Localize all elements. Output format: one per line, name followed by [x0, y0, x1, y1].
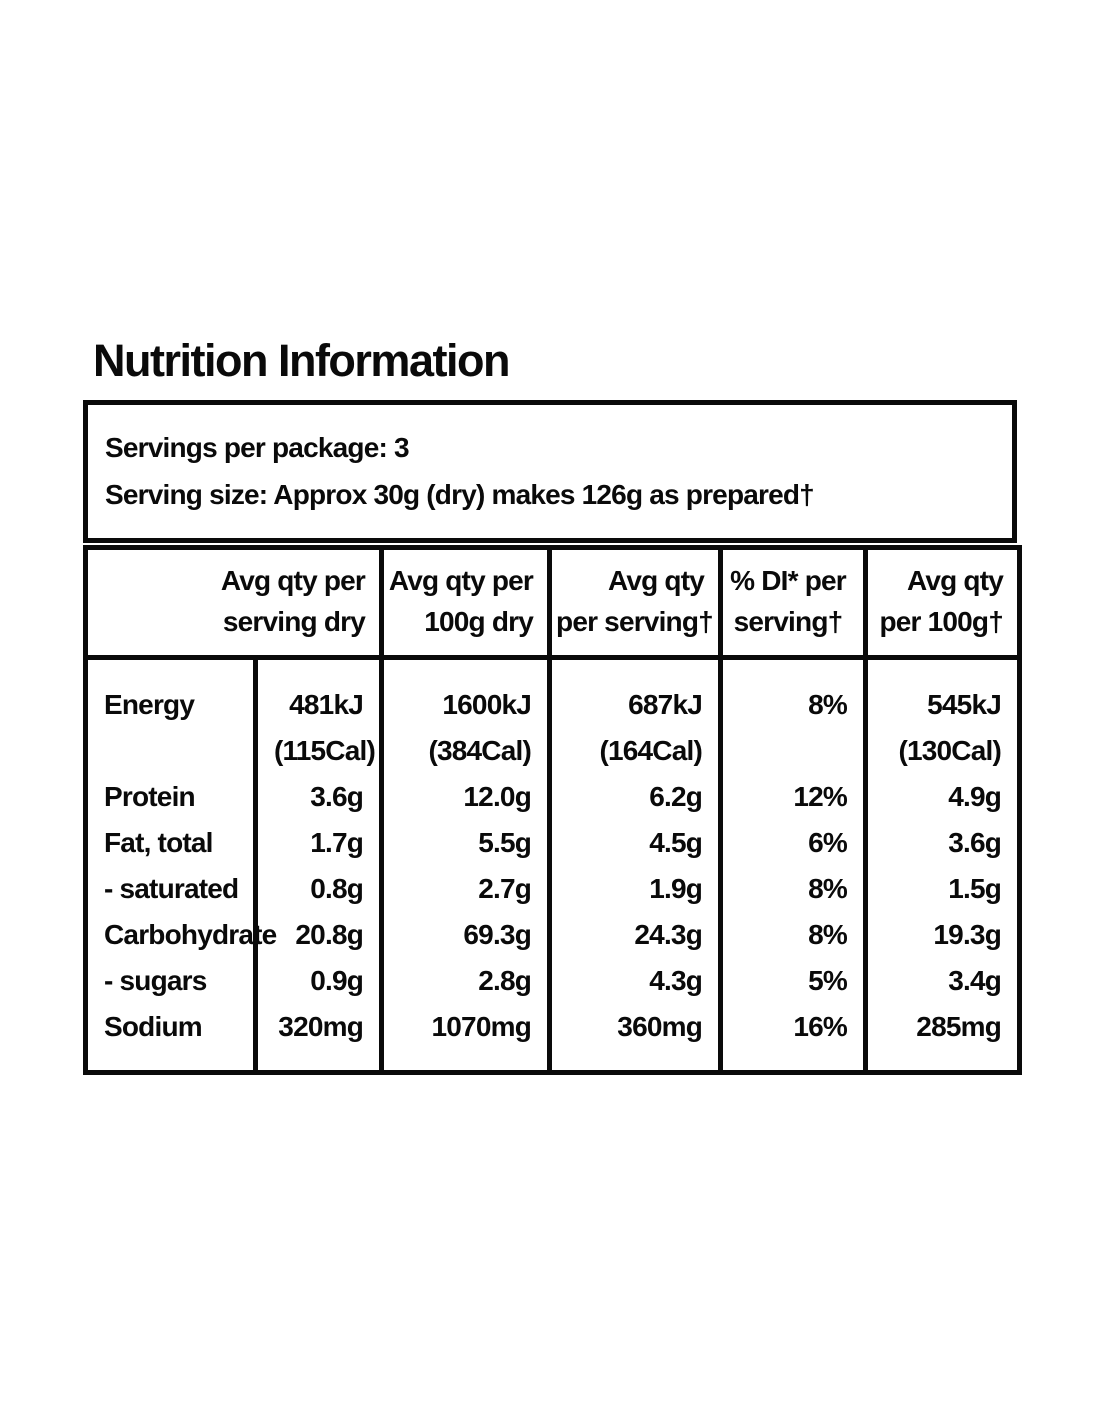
header-line: 100g dry [424, 606, 534, 637]
header-line: Avg qty [607, 565, 705, 596]
table-cell: 24.3g [547, 912, 724, 958]
row-label: Carbohydrate [83, 912, 277, 958]
header-line: Avg qty per [388, 565, 534, 596]
header-percent-di-per-serving: % DI* per serving† [718, 545, 869, 660]
table-cell: 12% [718, 774, 869, 820]
header-line: serving† [733, 606, 844, 637]
servings-per-package-text: Servings per package: 3 [105, 432, 410, 463]
serving-info-box: Servings per package: 3 Serving size: Ap… [83, 400, 1017, 543]
label-content: Nutrition Information Servings per packa… [82, 335, 1023, 1075]
table-cell: 8% [718, 912, 869, 958]
header-avg-qty-per-100g-prepared: Avg qty per 100g† [863, 545, 1023, 660]
table-cell: 4.3g [547, 958, 724, 1004]
table-cell: 0.8g [252, 866, 385, 912]
nutrition-table-header: Avg qty per serving dry Avg qty per 100g… [82, 545, 1023, 660]
table-row-saturated: - saturated 0.8g 2.7g 1.9g 8% 1.5g [83, 866, 1023, 912]
table-cell: 16% [718, 1004, 869, 1073]
serving-size-text: Serving size: Approx 30g (dry) makes 126… [105, 479, 815, 510]
table-cell: 320mg [252, 1004, 385, 1073]
table-cell: 3.4g [863, 958, 1023, 1004]
row-label: - saturated [83, 866, 258, 912]
table-cell: 360mg [547, 1004, 724, 1073]
row-label: Fat, total [83, 820, 258, 866]
header-avg-qty-per-serving-dry: Avg qty per serving dry [82, 545, 385, 660]
table-cell: 5% [718, 958, 869, 1004]
header-line: serving dry [222, 606, 366, 637]
header-line: per 100g† [879, 606, 1004, 637]
header-line: % DI* per [730, 565, 847, 596]
header-line: Avg qty [906, 565, 1004, 596]
table-cell: 69.3g [379, 912, 553, 958]
row-label: Protein [83, 774, 258, 820]
table-cell: 3.6g [252, 774, 385, 820]
page-title: Nutrition Information [93, 335, 510, 386]
row-label: Sodium [83, 1004, 258, 1073]
table-cell: 2.7g [379, 866, 553, 912]
table-cell: 4.9g [863, 774, 1023, 820]
table-cell: 1.5g [863, 866, 1023, 912]
table-cell: 2.8g [379, 958, 553, 1004]
table-cell: 4.5g [547, 820, 724, 866]
table-cell: 1.7g [252, 820, 385, 866]
table-cell: 12.0g [379, 774, 553, 820]
nutrition-table: Avg qty per serving dry Avg qty per 100g… [82, 545, 1023, 1075]
table-cell: 8% [718, 657, 869, 774]
header-line: Avg qty per [220, 565, 366, 596]
table-cell: 1600kJ (384Cal) [379, 657, 553, 774]
cell-subvalue: (115Cal) [274, 735, 376, 766]
table-cell: 8% [718, 866, 869, 912]
cell-value: 1600kJ [442, 689, 532, 720]
table-row-sugars: - sugars 0.9g 2.8g 4.3g 5% 3.4g [83, 958, 1023, 1004]
row-label: - sugars [83, 958, 258, 1004]
table-cell: 6% [718, 820, 869, 866]
cell-value: 687kJ [628, 689, 703, 720]
cell-subvalue: (384Cal) [428, 735, 532, 766]
row-label: Energy [83, 657, 258, 774]
table-row-protein: Protein 3.6g 12.0g 6.2g 12% 4.9g [83, 774, 1023, 820]
table-cell: 285mg [863, 1004, 1023, 1073]
table-cell: 0.9g [252, 958, 385, 1004]
table-cell: 1070mg [379, 1004, 553, 1073]
table-cell: 687kJ (164Cal) [547, 657, 724, 774]
cell-value: 481kJ [289, 689, 364, 720]
table-cell: 19.3g [863, 912, 1023, 958]
cell-value: 545kJ [927, 689, 1002, 720]
header-line: per serving† [556, 606, 714, 637]
table-cell: 20.8g [252, 912, 385, 958]
table-row-sodium: Sodium 320mg 1070mg 360mg 16% 285mg [83, 1004, 1023, 1073]
table-row-energy: Energy 481kJ (115Cal) 1600kJ (384Cal) 68… [83, 657, 1023, 774]
table-cell: 545kJ (130Cal) [863, 657, 1023, 774]
cell-value: 8% [808, 689, 848, 720]
table-cell: 3.6g [863, 820, 1023, 866]
header-avg-qty-per-100g-dry: Avg qty per 100g dry [379, 545, 553, 660]
table-row-carbohydrate: Carbohydrate 20.8g 69.3g 24.3g 8% 19.3g [83, 912, 1023, 958]
table-cell: 5.5g [379, 820, 553, 866]
table-cell: 1.9g [547, 866, 724, 912]
nutrition-table-body: Energy 481kJ (115Cal) 1600kJ (384Cal) 68… [83, 657, 1023, 1073]
table-row-fat-total: Fat, total 1.7g 5.5g 4.5g 6% 3.6g [83, 820, 1023, 866]
table-cell: 6.2g [547, 774, 724, 820]
table-cell: 481kJ (115Cal) [252, 657, 385, 774]
cell-subvalue: (130Cal) [898, 735, 1002, 766]
header-avg-qty-per-serving-prepared: Avg qty per serving† [547, 545, 724, 660]
cell-subvalue: (164Cal) [599, 735, 703, 766]
